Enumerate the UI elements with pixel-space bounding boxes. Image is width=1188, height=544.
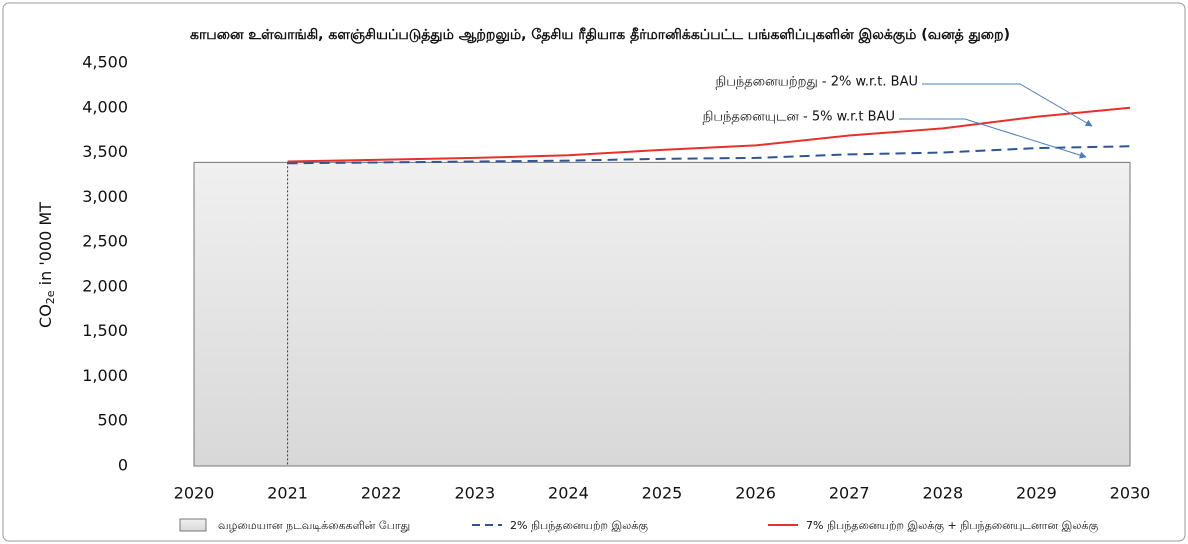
x-tick-label: 2026	[735, 484, 776, 503]
y-tick-label: 4,500	[82, 53, 128, 72]
x-tick-label: 2025	[642, 484, 683, 503]
y-label-part: in '000 MT	[36, 202, 55, 291]
area	[193, 161, 1131, 467]
annotation-arrow	[922, 83, 1093, 127]
y-label-sub: 2e	[44, 290, 57, 304]
x-tick-label: 2022	[361, 484, 402, 503]
y-tick-label: 4,000	[82, 97, 128, 116]
y-tick-label: 2,000	[82, 276, 128, 295]
x-tick-label: 2028	[922, 484, 963, 503]
chart-title: காபனை உள்வாங்கி, களஞ்சியப்படுத்தும் ஆற்ற…	[190, 27, 1010, 44]
x-tick-label: 2023	[454, 484, 495, 503]
x-tick-label: 2027	[829, 484, 870, 503]
y-label-part: CO	[36, 304, 55, 328]
y-tick-label: 1,500	[82, 321, 128, 340]
y-tick-label: 2,500	[82, 232, 128, 251]
line	[287, 106, 1131, 163]
legend-label: வழமையான நடவடிக்கைகளின் போது	[218, 519, 410, 532]
line	[287, 145, 1131, 165]
x-tick-label: 2020	[174, 484, 215, 503]
x-tick-label: 2021	[267, 484, 308, 503]
legend-label: 7% நிபந்தனையற்ற இலக்கு + நிபந்தனையுடனான …	[806, 519, 1098, 534]
annotation-arrow	[899, 118, 1087, 159]
y-tick-label: 3,000	[82, 187, 128, 206]
y-axis-label: CO2e in '000 MT	[36, 202, 58, 328]
x-tick-label: 2030	[1110, 484, 1151, 503]
annotation: நிபந்தனையுடன - 5% w.r.t BAU	[703, 110, 895, 125]
y-tick-label: 0	[118, 456, 128, 475]
x-tick-label: 2029	[1016, 484, 1057, 503]
y-tick-label: 3,500	[82, 142, 128, 161]
annotation: நிபந்தனையற்றது - 2% w.r.t. BAU	[715, 75, 918, 90]
x-tick-label: 2024	[548, 484, 589, 503]
y-tick-label: 1,000	[82, 366, 128, 385]
legend-swatch	[179, 518, 207, 532]
y-tick-label: 500	[97, 411, 128, 430]
legend-label: 2% நிபந்தனையற்ற இலக்கு	[510, 519, 648, 534]
